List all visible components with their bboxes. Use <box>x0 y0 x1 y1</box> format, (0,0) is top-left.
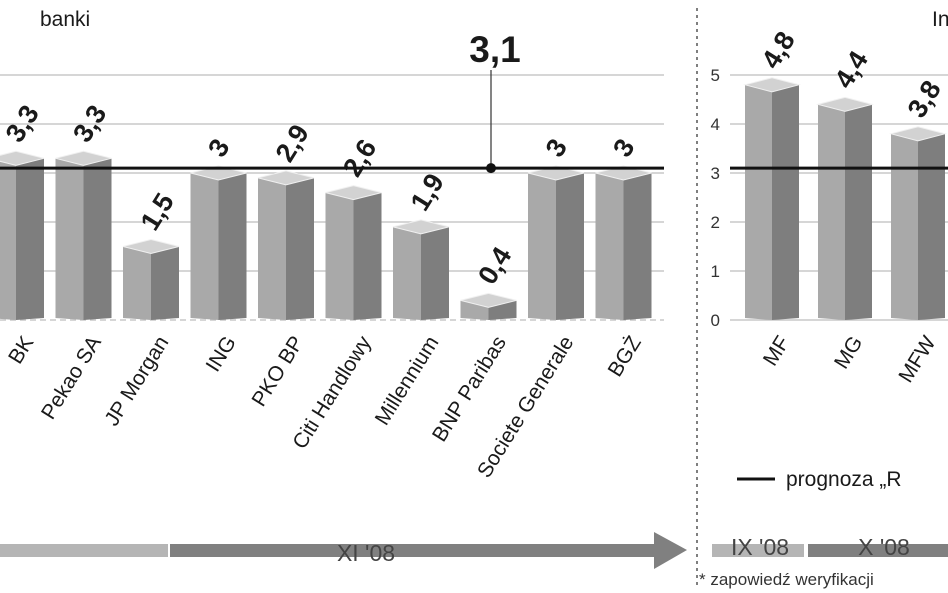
bar: 1,5 JP Morgan <box>100 188 180 430</box>
category-label: MF <box>759 332 795 370</box>
y-tick-label: 0 <box>711 311 720 330</box>
bar: 3 ING <box>190 134 247 376</box>
reference-line-left: 3,1 <box>0 29 664 174</box>
category-label: BGŻ <box>604 332 646 381</box>
bar: 3 BGŻ <box>595 134 652 381</box>
bar: 3,3 BK <box>0 100 45 368</box>
bar-side <box>218 173 247 320</box>
bar-side <box>16 158 44 320</box>
bar-front <box>123 246 151 320</box>
timeline-arrowhead <box>654 532 687 569</box>
bar-side <box>488 300 517 320</box>
bar-value-label: 3 <box>202 134 235 163</box>
bar-side <box>772 84 799 320</box>
right-y-axis-ticks: 0 1 2 3 4 5 <box>711 66 720 330</box>
timeline-label-x: X '08 <box>858 534 910 560</box>
timeline-label-ix: IX '08 <box>731 534 789 560</box>
category-label: BK <box>4 332 38 368</box>
footnote: * zapowiedź weryfikacji <box>699 570 874 589</box>
bar-side <box>286 177 314 320</box>
timeline-left: XI '08 <box>0 532 687 569</box>
bar-top <box>257 170 315 186</box>
bar-value-label: 3 <box>607 134 640 163</box>
reference-value-label: 3,1 <box>469 29 520 70</box>
category-label: ING <box>202 332 241 376</box>
bar-front <box>0 161 16 320</box>
bar-side <box>556 173 584 320</box>
bar-top <box>889 126 947 142</box>
category-label: PKO BP <box>248 332 309 411</box>
timeline-left-light <box>0 544 168 557</box>
timeline-right: IX '08 X '08 <box>712 534 948 560</box>
timeline-right-dark <box>808 544 948 557</box>
bar-side <box>623 173 652 320</box>
bar: 3,3 Pekao SA <box>37 100 113 424</box>
y-tick-label: 4 <box>711 115 720 134</box>
category-label: MG <box>830 332 867 373</box>
category-label: JP Morgan <box>100 332 173 430</box>
bar-front <box>190 173 219 320</box>
bar-front <box>55 158 84 320</box>
bar: 3,8 MFW <box>889 75 947 387</box>
bar-value-label: 3 <box>540 134 573 163</box>
timeline-left-dark <box>170 544 656 557</box>
bar-front <box>891 133 918 320</box>
category-label: Pekao SA <box>37 332 106 423</box>
bar-front <box>393 226 421 320</box>
bar-front <box>325 192 354 320</box>
bar: 4,8 MF <box>743 26 801 370</box>
bar-front <box>745 84 772 320</box>
left-bars: 3,3 BK 3,3 Pekao SA 1,5 JP Morgan 3 ING 2,9 PKO B… <box>0 100 652 482</box>
bar-side <box>353 192 382 320</box>
section-label-right: In <box>932 8 948 31</box>
bar-top <box>392 219 450 235</box>
y-tick-label: 5 <box>711 66 720 85</box>
legend-label: prognoza „R <box>786 468 902 491</box>
bar-side <box>83 158 112 320</box>
bar-side <box>918 133 945 320</box>
section-label-banki: banki <box>40 8 90 31</box>
bar-value-label: 3,3 <box>67 100 112 148</box>
bar-front <box>528 173 556 320</box>
bar: 2,9 PKO BP <box>248 119 315 410</box>
bar-front <box>595 173 624 320</box>
bar-value-label: 3,3 <box>0 100 45 148</box>
bar-side <box>151 246 179 320</box>
category-label: Millennium <box>371 332 444 429</box>
bar: 1,9 Millennium <box>371 168 450 429</box>
category-label: MFW <box>894 332 940 387</box>
bar-value-label: 4,8 <box>756 26 801 74</box>
bar-value-label: 3,8 <box>902 75 947 123</box>
bar-front <box>460 300 489 320</box>
reference-marker <box>486 163 496 174</box>
bar: 4,4 MG <box>816 46 874 373</box>
bar-top <box>816 96 874 112</box>
timeline-left-label: XI '08 <box>337 540 395 566</box>
bar-value-label: 1,5 <box>135 188 180 236</box>
bar-top <box>55 150 112 166</box>
bar-top <box>0 150 45 166</box>
bar-side <box>421 226 449 320</box>
bar-top <box>122 238 180 255</box>
bar-top <box>460 292 517 308</box>
timeline-right-light <box>712 544 804 557</box>
bar-value-label: 4,4 <box>829 46 874 94</box>
bar-front <box>818 104 845 321</box>
y-tick-label: 3 <box>711 164 720 183</box>
right-bars: 4,8 MF 4,4 MG 3,8 MFW <box>743 26 947 387</box>
bar-value-label: 2,9 <box>270 119 315 167</box>
bar-side <box>845 104 872 321</box>
bar-value-label: 1,9 <box>405 168 450 216</box>
bar-front <box>258 177 286 320</box>
legend: prognoza „R <box>737 468 902 491</box>
bar-value-label: 0,4 <box>472 242 517 290</box>
y-tick-label: 1 <box>711 262 720 281</box>
bar-value-label: 2,6 <box>337 134 382 182</box>
y-tick-label: 2 <box>711 213 720 232</box>
bar-top <box>325 185 382 201</box>
bar-top <box>743 77 801 93</box>
